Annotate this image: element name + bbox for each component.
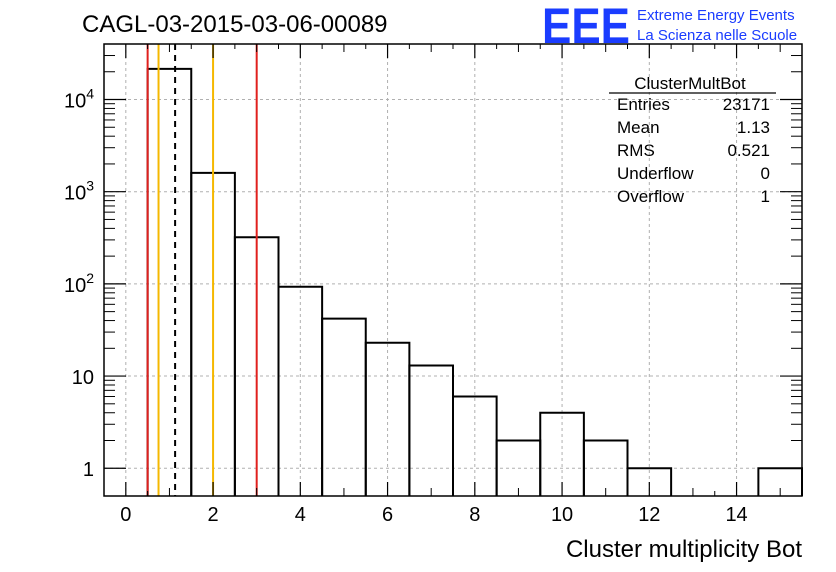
stats-label: Underflow <box>617 164 694 183</box>
stats-label: Entries <box>617 95 670 114</box>
stats-value: 1 <box>761 187 770 206</box>
stats-label: RMS <box>617 141 655 160</box>
x-tick-label: 10 <box>551 504 573 526</box>
x-axis-ticks: 0 2 4 6 8 10 12 14 <box>103 44 803 526</box>
x-tick-label: 6 <box>382 504 393 526</box>
stats-label: Mean <box>617 118 660 137</box>
x-tick-label: 2 <box>208 504 219 526</box>
x-tick-label: 4 <box>295 504 306 526</box>
marker-lines <box>146 44 258 496</box>
x-axis-label: Cluster multiplicity Bot <box>566 536 802 563</box>
histogram-bin <box>146 67 193 496</box>
histogram-bars <box>146 67 803 496</box>
x-tick-label: 14 <box>725 504 747 526</box>
histogram-bin <box>321 317 367 496</box>
x-tick-label: 8 <box>469 504 480 526</box>
y-tick-label: 102 <box>64 270 94 297</box>
x-tick-label: 0 <box>120 504 131 526</box>
histogram-bin <box>408 364 454 496</box>
stats-value: 1.13 <box>737 118 770 137</box>
y-tick-label: 10 <box>72 367 94 389</box>
x-tick-label: 12 <box>638 504 660 526</box>
stats-box: ClusterMultBot Entries 23171 Mean 1.13 RMS 0.… <box>609 74 776 206</box>
eee-logo: EEE Extreme Energy Events La Scienza nel… <box>542 0 797 54</box>
logo-mark: EEE <box>542 0 630 54</box>
y-tick-label: 104 <box>64 86 94 113</box>
logo-line-2: La Scienza nelle Scuole <box>637 27 797 44</box>
logo-line-1: Extreme Energy Events <box>637 7 795 24</box>
stats-title: ClusterMultBot <box>634 74 746 93</box>
chart-title: CAGL-03-2015-03-06-00089 <box>82 11 388 38</box>
y-tick-label: 103 <box>64 178 94 205</box>
stats-value: 0.521 <box>727 141 770 160</box>
stats-value: 23171 <box>723 95 770 114</box>
stats-value: 0 <box>761 164 770 183</box>
histogram-bin <box>626 467 673 496</box>
y-tick-label: 1 <box>83 459 94 481</box>
histogram-bin <box>364 341 411 496</box>
stats-label: Overflow <box>617 187 685 206</box>
